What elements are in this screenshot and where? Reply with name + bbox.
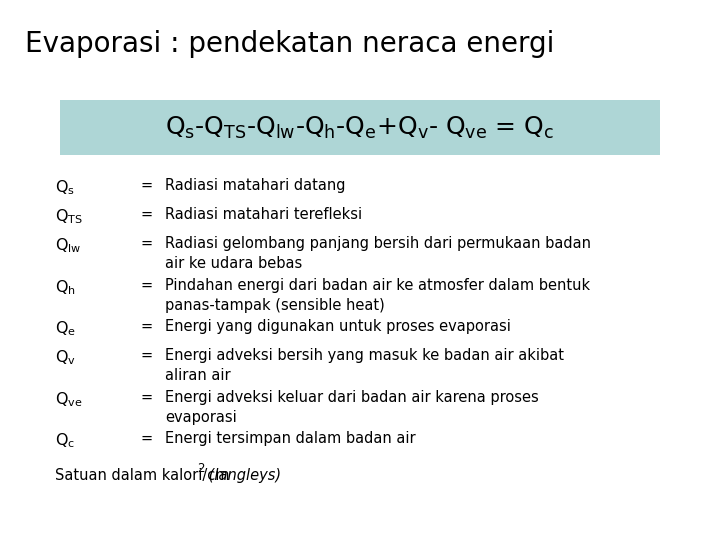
Text: $\mathrm{Q_s}$: $\mathrm{Q_s}$: [55, 178, 75, 197]
Text: =: =: [140, 178, 152, 193]
Text: Evaporasi : pendekatan neraca energi: Evaporasi : pendekatan neraca energi: [25, 30, 554, 58]
Text: $\mathrm{Q_{TS}}$: $\mathrm{Q_{TS}}$: [55, 207, 83, 226]
FancyBboxPatch shape: [60, 100, 660, 155]
Text: Radiasi matahari datang: Radiasi matahari datang: [165, 178, 346, 193]
Text: Satuan dalam kalori/cm: Satuan dalam kalori/cm: [55, 468, 230, 483]
Text: $\mathrm{Q_h}$: $\mathrm{Q_h}$: [55, 278, 76, 296]
Text: $\mathrm{Q_s}$-$\mathrm{Q_{TS}}$-$\mathrm{Q_{lw}}$-$\mathrm{Q_h}$-$\mathrm{Q_e}$: $\mathrm{Q_s}$-$\mathrm{Q_{TS}}$-$\mathr…: [166, 114, 554, 140]
Text: Radiasi gelombang panjang bersih dari permukaan badan
air ke udara bebas: Radiasi gelombang panjang bersih dari pe…: [165, 236, 591, 272]
Text: Energi adveksi keluar dari badan air karena proses
evaporasi: Energi adveksi keluar dari badan air kar…: [165, 390, 539, 426]
Text: =: =: [140, 431, 152, 446]
Text: $\mathrm{Q_e}$: $\mathrm{Q_e}$: [55, 319, 76, 338]
Text: Energi yang digunakan untuk proses evaporasi: Energi yang digunakan untuk proses evapo…: [165, 319, 511, 334]
Text: Energi tersimpan dalam badan air: Energi tersimpan dalam badan air: [165, 431, 415, 446]
Text: =: =: [140, 207, 152, 222]
Text: Radiasi matahari terefleksi: Radiasi matahari terefleksi: [165, 207, 362, 222]
Text: $\mathrm{Q_v}$: $\mathrm{Q_v}$: [55, 348, 76, 367]
Text: (​langleys): (​langleys): [204, 468, 281, 483]
Text: $\mathrm{Q_c}$: $\mathrm{Q_c}$: [55, 431, 75, 450]
Text: =: =: [140, 319, 152, 334]
Text: =: =: [140, 348, 152, 363]
Text: $\mathrm{Q_{ve}}$: $\mathrm{Q_{ve}}$: [55, 390, 83, 409]
Text: =: =: [140, 236, 152, 251]
Text: 2: 2: [197, 462, 204, 475]
Text: Energi adveksi bersih yang masuk ke badan air akibat
aliran air: Energi adveksi bersih yang masuk ke bada…: [165, 348, 564, 383]
Text: Pindahan energi dari badan air ke atmosfer dalam bentuk
panas-tampak (sensible h: Pindahan energi dari badan air ke atmosf…: [165, 278, 590, 313]
Text: =: =: [140, 390, 152, 405]
Text: $\mathrm{Q_{lw}}$: $\mathrm{Q_{lw}}$: [55, 236, 81, 255]
Text: =: =: [140, 278, 152, 293]
